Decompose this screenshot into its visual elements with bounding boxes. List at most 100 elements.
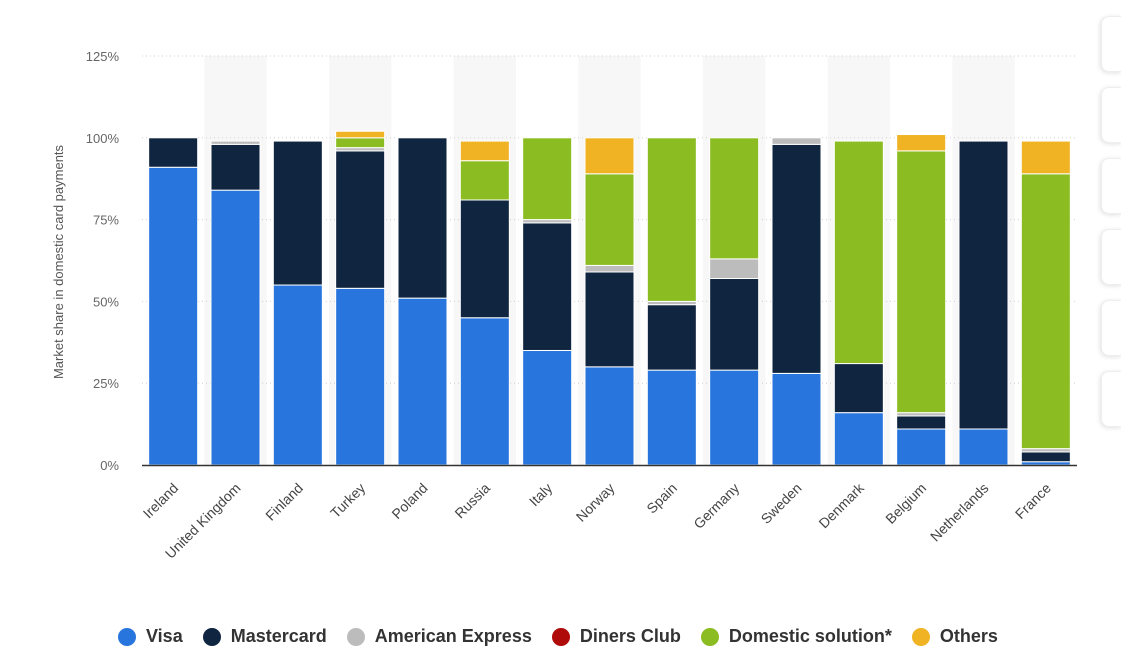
bar-spain-domestic-solution[interactable] [646, 137, 697, 302]
toolbar-button-5[interactable] [1101, 300, 1121, 356]
y-tick-label: 75% [93, 213, 119, 228]
bar-group-belgium [896, 134, 947, 466]
bar-poland-visa[interactable] [397, 297, 448, 466]
legend-label-mastercard: Mastercard [230, 626, 327, 646]
bar-spain-mastercard[interactable] [646, 304, 697, 371]
bar-group-italy [522, 137, 573, 466]
bar-denmark-visa[interactable] [833, 412, 884, 466]
bar-turkey-visa[interactable] [335, 287, 386, 466]
x-tick-label: Sweden [758, 480, 805, 527]
toolbar-button-1[interactable] [1101, 16, 1121, 72]
bar-france-mastercard[interactable] [1020, 451, 1071, 463]
bar-germany-domestic-solution[interactable] [709, 137, 760, 260]
x-tick-label: Spain [643, 480, 680, 517]
bar-united-kingdom-american-express[interactable] [210, 140, 261, 145]
legend: Visa Mastercard American Express Diners … [118, 626, 1018, 647]
bar-group-norway [584, 137, 635, 466]
x-tick-label: Germany [690, 480, 742, 532]
bar-belgium-visa[interactable] [896, 428, 947, 466]
bar-netherlands-mastercard[interactable] [958, 140, 1009, 430]
bar-netherlands-visa[interactable] [958, 428, 1009, 466]
bar-group-netherlands [958, 140, 1009, 466]
bar-united-kingdom-mastercard[interactable] [210, 143, 261, 191]
x-tick-label: Denmark [815, 479, 867, 531]
bar-ireland-mastercard[interactable] [148, 137, 199, 168]
bar-russia-mastercard[interactable] [459, 199, 510, 319]
x-tick-label: Poland [388, 480, 430, 522]
bar-france-others[interactable] [1020, 140, 1071, 175]
bar-group-france [1020, 140, 1071, 466]
legend-item-diners-club[interactable]: Diners Club [551, 626, 681, 647]
bar-finland-mastercard[interactable] [272, 140, 323, 286]
bar-russia-visa[interactable] [459, 317, 510, 466]
legend-label-diners-club: Diners Club [579, 626, 681, 646]
legend-item-visa[interactable]: Visa [118, 626, 183, 647]
toolbar-button-4[interactable] [1101, 229, 1121, 285]
legend-dot-domestic-solution [700, 627, 719, 646]
y-tick-label: 0% [100, 458, 119, 473]
bar-finland-visa[interactable] [272, 284, 323, 466]
bar-turkey-mastercard[interactable] [335, 150, 386, 289]
legend-dot-american-express [346, 627, 365, 646]
legend-dot-diners-club [551, 627, 570, 646]
bar-italy-mastercard[interactable] [522, 222, 573, 351]
legend-label-domestic-solution: Domestic solution* [728, 626, 892, 646]
bar-norway-mastercard[interactable] [584, 271, 635, 368]
bar-germany-visa[interactable] [709, 369, 760, 466]
bar-germany-american-express[interactable] [709, 258, 760, 279]
bar-norway-american-express[interactable] [584, 264, 635, 273]
bar-sweden-mastercard[interactable] [771, 143, 822, 374]
legend-label-american-express: American Express [374, 626, 532, 646]
toolbar-button-3[interactable] [1101, 158, 1121, 214]
y-axis-title: Market share in domestic card payments [51, 144, 66, 379]
bars [148, 130, 1071, 466]
bar-sweden-visa[interactable] [771, 372, 822, 466]
y-tick-label: 100% [86, 131, 120, 146]
bar-ireland-visa[interactable] [148, 166, 199, 466]
bar-group-united-kingdom [210, 140, 261, 466]
bar-group-turkey [335, 130, 386, 466]
bar-group-germany [709, 137, 760, 466]
bar-belgium-domestic-solution[interactable] [896, 150, 947, 414]
bar-group-denmark [833, 140, 884, 466]
legend-item-american-express[interactable]: American Express [346, 626, 532, 647]
bar-germany-mastercard[interactable] [709, 277, 760, 371]
bar-turkey-others[interactable] [335, 130, 386, 139]
x-tick-label: Italy [526, 480, 555, 509]
bar-spain-visa[interactable] [646, 369, 697, 466]
x-tick-label: Ireland [140, 480, 182, 522]
legend-item-domestic-solution[interactable]: Domestic solution* [700, 626, 892, 647]
bar-norway-visa[interactable] [584, 366, 635, 466]
y-tick-label: 50% [93, 294, 119, 309]
bar-russia-domestic-solution[interactable] [459, 160, 510, 201]
bar-italy-domestic-solution[interactable] [522, 137, 573, 221]
x-tick-label: Russia [451, 480, 493, 522]
toolbar-button-6[interactable] [1101, 371, 1121, 427]
bar-united-kingdom-visa[interactable] [210, 189, 261, 466]
y-tick-label: 25% [93, 376, 119, 391]
bar-poland-mastercard[interactable] [397, 137, 448, 299]
bar-sweden-american-express[interactable] [771, 137, 822, 145]
bar-denmark-domestic-solution[interactable] [833, 140, 884, 365]
bar-italy-visa[interactable] [522, 349, 573, 466]
legend-item-others[interactable]: Others [911, 626, 998, 647]
bar-denmark-mastercard[interactable] [833, 363, 884, 414]
legend-dot-visa [118, 627, 136, 646]
bar-russia-others[interactable] [459, 140, 510, 162]
legend-dot-mastercard [202, 627, 221, 646]
bar-norway-domestic-solution[interactable] [584, 173, 635, 266]
legend-dot-others [911, 627, 930, 646]
bar-turkey-domestic-solution[interactable] [335, 137, 386, 149]
legend-item-mastercard[interactable]: Mastercard [202, 626, 327, 647]
y-tick-label: 125% [86, 49, 120, 64]
bar-belgium-others[interactable] [896, 134, 947, 152]
toolbar-button-2[interactable] [1101, 87, 1121, 143]
bar-norway-others[interactable] [584, 137, 635, 175]
chart-toolbar [1101, 16, 1121, 442]
x-tick-label: Belgium [882, 480, 929, 527]
bar-group-sweden [771, 137, 822, 466]
x-tick-label: Turkey [327, 480, 368, 521]
bar-belgium-mastercard[interactable] [896, 415, 947, 430]
bar-france-domestic-solution[interactable] [1020, 173, 1071, 450]
